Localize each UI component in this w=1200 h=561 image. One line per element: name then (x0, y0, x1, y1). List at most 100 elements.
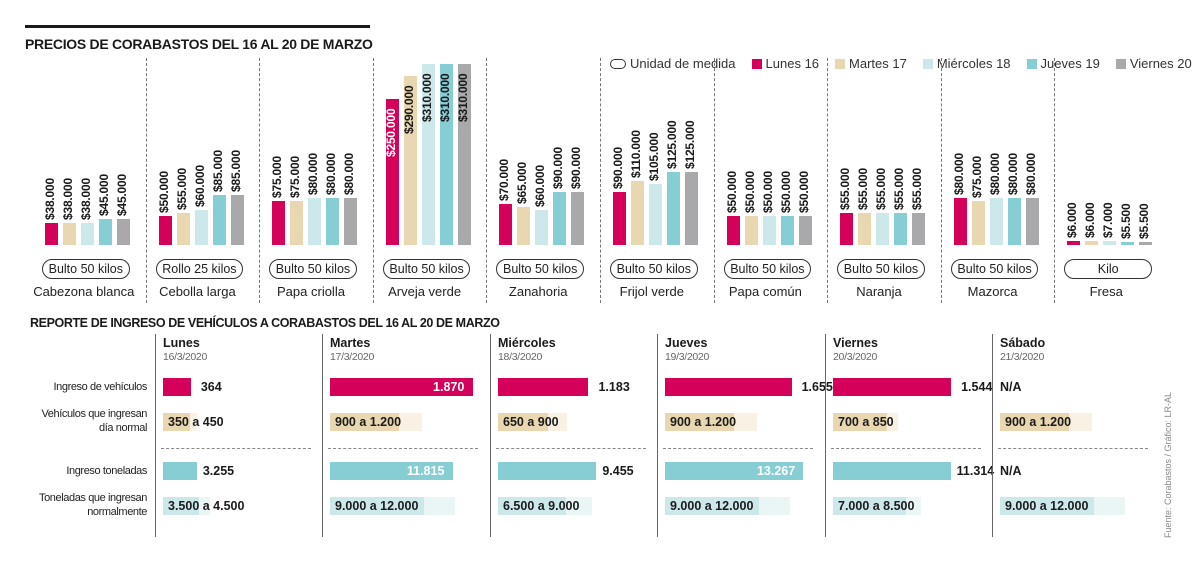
price-bar (194, 209, 208, 245)
price-label: $90.000 (569, 147, 584, 190)
group-divider (486, 58, 487, 303)
price-label: $310.000 (419, 73, 434, 122)
normal-vehicles-value: 900 a 1.200 (1005, 415, 1072, 429)
price-bar (290, 201, 304, 245)
tons-bar (498, 462, 597, 480)
vehicles-value: 1.870 (433, 380, 465, 394)
price-label: $70.000 (497, 159, 512, 202)
column-divider (322, 334, 323, 537)
range-min-bar (163, 497, 200, 515)
range-min-bar (1000, 497, 1094, 515)
legend: Unidad de medida Lunes 16 Martes 17 Miér… (610, 56, 1192, 71)
unit-pill: Bulto 50 kilos (382, 259, 471, 279)
tons-value: 9.455 (602, 464, 634, 478)
day-date: 21/3/2020 (1000, 351, 1045, 363)
price-label: $125.000 (665, 120, 679, 170)
price-label: $50.000 (778, 170, 793, 213)
price-label: $55.000 (174, 167, 189, 210)
unit-pill: Bulto 50 kilos (723, 259, 812, 279)
product-name: Cebolla larga (159, 284, 236, 299)
vehicles-value: N/A (1000, 380, 1022, 394)
price-bar (99, 218, 112, 245)
price-label: $50.000 (760, 170, 775, 213)
price-label: $80.000 (951, 153, 966, 196)
price-bar (457, 64, 471, 245)
unit-pill: Bulto 50 kilos (837, 259, 925, 279)
price-label: $55.000 (910, 167, 925, 210)
legend-item-jueves: Jueves 19 (1026, 56, 1100, 71)
product-name: Arveja verde (388, 284, 462, 299)
price-label: $7.000 (1101, 202, 1116, 238)
group-divider (259, 58, 260, 303)
price-bar (613, 192, 626, 245)
range-min-bar (330, 413, 399, 431)
range-min-bar (1000, 413, 1069, 431)
product-name: Frijol verde (619, 284, 684, 299)
unit-pill: Bulto 50 kilos (269, 259, 357, 279)
unit-pill: Bulto 50 kilos (610, 259, 698, 279)
normal-tons-value: 9.000 a 12.000 (335, 499, 419, 513)
legend-label: Martes 17 (849, 56, 907, 71)
price-bar (1067, 241, 1081, 245)
price-bar-chart: $38.000 $38.000 $38.000 $45.000 $45.000 Bulto… (33, 58, 1153, 303)
column-divider (657, 334, 658, 537)
price-label: $6.000 (1065, 202, 1080, 239)
price-label: $85.000 (228, 150, 243, 193)
column-divider (155, 334, 156, 537)
legend-item-lunes: Lunes 16 (751, 56, 820, 71)
price-bar (326, 198, 340, 245)
source-credit: Fuente: Corabastos / Gráfico: LR-AL (1163, 391, 1173, 538)
price-label: $250.000 (383, 108, 398, 158)
group-divider (714, 58, 715, 303)
price-label: $90.000 (611, 147, 625, 190)
range-min-bar (665, 413, 734, 431)
legend-item-viernes: Viernes 20 (1115, 56, 1192, 71)
unit-pill: Rollo 25 kilos (155, 259, 244, 279)
price-bar (439, 64, 453, 245)
price-bar (971, 201, 985, 245)
vehicles-value: 1.183 (598, 380, 630, 394)
price-label: $55.000 (856, 167, 871, 210)
group-divider (1054, 58, 1055, 303)
price-bar (912, 212, 926, 245)
product-name: Mazorca (967, 284, 1018, 299)
tons-bar (665, 462, 803, 480)
range-min-bar (833, 497, 906, 515)
tons-value: N/A (1000, 464, 1022, 478)
report-title: REPORTE DE INGRESO DE VEHÍCULOS A CORABA… (30, 316, 500, 330)
price-bar (1025, 198, 1039, 245)
price-bar (762, 215, 776, 245)
price-bar (272, 201, 286, 245)
legend-item-martes: Martes 17 (835, 56, 907, 71)
legend-swatch (1115, 58, 1126, 69)
normal-tons-value: 6.500 a 9.000 (503, 499, 580, 513)
price-label: $85.000 (210, 150, 225, 193)
product-name: Fresa (1089, 284, 1123, 299)
legend-label: Jueves 19 (1040, 56, 1100, 71)
unit-pill: Bulto 50 kilos (950, 259, 1039, 279)
normal-vehicles-value: 900 a 1.200 (670, 415, 737, 429)
price-bar (385, 99, 399, 245)
legend-swatch (835, 58, 846, 69)
price-bar (176, 212, 190, 245)
price-bar (499, 204, 513, 245)
day-date: 19/3/2020 (665, 351, 710, 363)
chart-title: PRECIOS DE CORABASTOS DEL 16 AL 20 DE MA… (25, 36, 373, 52)
price-bar (45, 222, 58, 245)
range-min-bar (833, 413, 887, 431)
price-bar (1139, 241, 1153, 245)
price-label: $55.000 (874, 167, 889, 210)
price-label: $90.000 (551, 147, 566, 190)
price-label: $45.000 (115, 173, 129, 216)
price-bar (1085, 241, 1099, 245)
price-label: $55.000 (838, 167, 853, 210)
price-label: $105.000 (647, 132, 661, 181)
legend-label: Lunes 16 (765, 56, 820, 71)
unit-pill: Bulto 50 kilos (42, 259, 130, 279)
column-divider (992, 334, 993, 537)
legend-item-unit: Unidad de medida (610, 56, 736, 71)
price-bar (1121, 241, 1135, 245)
range-min-bar (163, 413, 190, 431)
price-label: $75.000 (288, 156, 303, 199)
product-name: Cabezona blanca (33, 284, 135, 299)
